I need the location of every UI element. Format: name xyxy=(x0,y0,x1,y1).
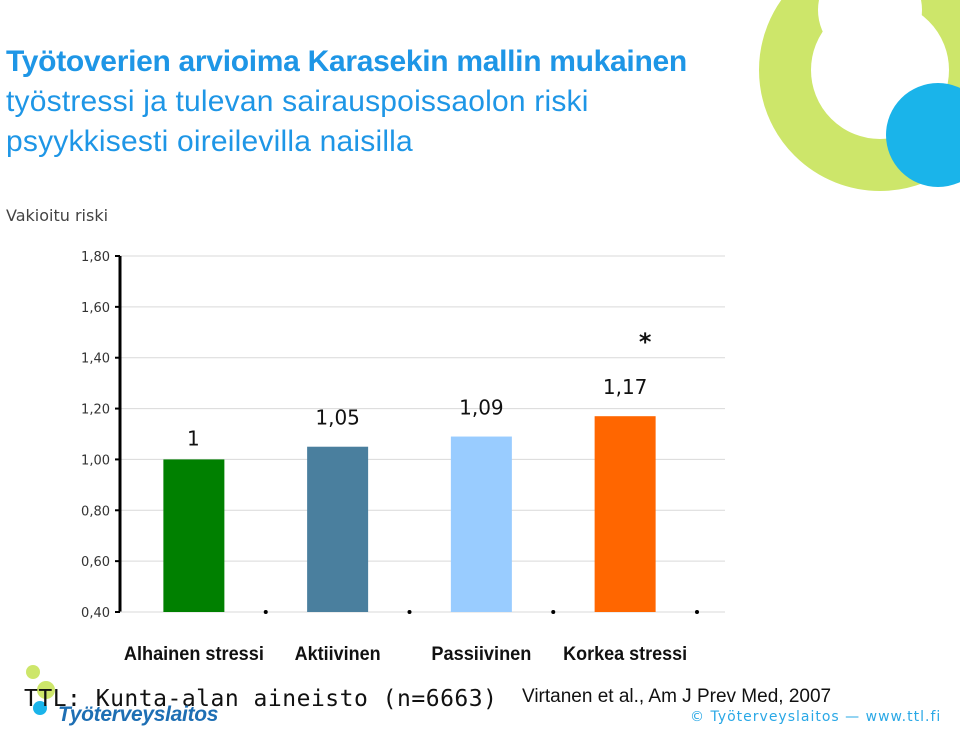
data-label: 1,09 xyxy=(459,396,504,420)
y-tick-label: 1,00 xyxy=(81,453,110,468)
x-tick xyxy=(695,610,699,614)
x-category-label: Korkea stressi xyxy=(563,644,687,665)
x-tick xyxy=(263,610,268,614)
y-tick-label: 0,60 xyxy=(81,555,110,570)
title-line-2: työstressi ja tulevan sairauspoissaolon … xyxy=(6,85,589,118)
bar-chart: 1,80 1,60 1,40 1,20 1,00 0,80 0,60 0,40 1 Alhaine… xyxy=(81,250,725,665)
data-label: 1 xyxy=(187,426,200,450)
y-tick-label: 0,80 xyxy=(81,504,110,519)
ttl-logo-icon xyxy=(26,665,55,715)
data-source-label: TTL: Kunta-alan aineisto (n=6663) xyxy=(24,686,498,712)
x-tick xyxy=(551,610,556,614)
y-axis-label: Vakioitu riski xyxy=(6,206,109,225)
citation: Virtanen et al., Am J Prev Med, 2007 xyxy=(522,686,832,707)
white-cover-decoration xyxy=(818,0,922,62)
blue-circle-decoration xyxy=(886,83,960,187)
bar-4 xyxy=(594,416,656,612)
bar-3 xyxy=(450,436,512,612)
logo-text: Työterveyslaitos xyxy=(58,703,219,726)
x-category-label: Alhainen stressi xyxy=(124,644,264,665)
y-tick-label: 1,40 xyxy=(81,352,110,367)
title-line-3: psyykkisesti oireilevilla naisilla xyxy=(6,125,413,158)
title-line-1: Työtoverien arvioima Karasekin mallin mu… xyxy=(6,45,687,78)
y-tick-label: 1,60 xyxy=(81,301,110,316)
y-tick-label: 1,80 xyxy=(81,250,110,265)
data-label: 1,17 xyxy=(603,375,648,399)
page-title: Työtoverien arvioima Karasekin mallin mu… xyxy=(6,42,806,162)
x-category-label: Passiivinen xyxy=(431,644,531,665)
y-tick-label: 0,40 xyxy=(81,606,110,621)
x-tick xyxy=(407,610,412,614)
y-tick-label: 1,20 xyxy=(81,403,110,418)
significance-annotation: * xyxy=(639,328,652,356)
x-category-label: Aktiivinen xyxy=(295,644,381,665)
data-label: 1,05 xyxy=(315,406,360,430)
bar-2 xyxy=(307,446,369,612)
green-ring-decoration xyxy=(759,0,960,191)
bar-1 xyxy=(163,459,225,612)
footer-copyright: © Työterveyslaitos — www.ttl.fi xyxy=(690,709,942,725)
